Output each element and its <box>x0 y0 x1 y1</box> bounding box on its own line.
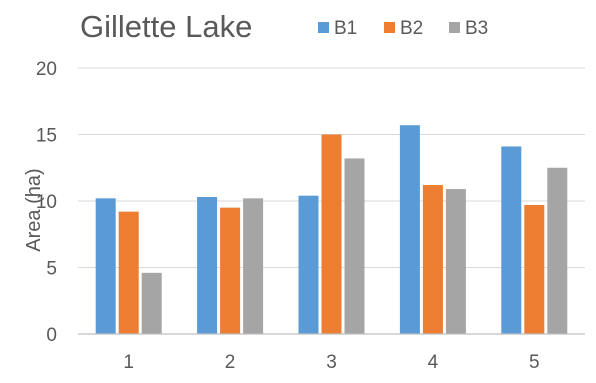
legend-label: B2 <box>400 18 423 39</box>
bars <box>95 125 568 334</box>
x-tick-label: 3 <box>326 352 337 373</box>
legend: B1 B2 B3 <box>318 18 488 39</box>
y-tick-label: 0 <box>46 325 57 346</box>
y-tick-label: 10 <box>36 192 57 213</box>
bar-b2-5 <box>524 204 545 334</box>
legend-label: B1 <box>334 18 357 39</box>
y-axis-ticks: 0 5 10 15 20 <box>36 59 57 346</box>
bar-b1-5 <box>501 146 522 334</box>
bar-b2-2 <box>220 207 241 334</box>
bar-b1-3 <box>298 195 319 334</box>
x-tick-label: 1 <box>123 352 134 373</box>
bar-b2-1 <box>118 211 139 334</box>
y-tick-label: 5 <box>46 259 57 280</box>
y-tick-label: 15 <box>36 126 57 147</box>
bar-b1-4 <box>399 125 420 334</box>
y-axis-label: Area (ha) <box>23 168 45 251</box>
bar-b2-4 <box>422 185 443 334</box>
bar-b3-1 <box>141 272 162 334</box>
x-tick-label: 4 <box>428 352 439 373</box>
legend-label: B3 <box>465 18 488 39</box>
x-tick-label: 2 <box>225 352 236 373</box>
bar-b3-2 <box>243 198 264 334</box>
chart-title: Gillette Lake <box>80 9 252 44</box>
bar-b3-4 <box>445 189 466 334</box>
legend-swatch-b2 <box>384 22 395 33</box>
bar-b2-3 <box>321 134 342 334</box>
legend-swatch-b1 <box>318 22 329 33</box>
x-tick-label: 5 <box>529 352 540 373</box>
legend-swatch-b3 <box>449 22 460 33</box>
bar-b1-2 <box>197 197 218 334</box>
bar-b3-5 <box>547 167 568 334</box>
bar-b1-1 <box>95 198 116 334</box>
x-axis-ticks: 1 2 3 4 5 <box>123 352 539 373</box>
y-tick-label: 20 <box>36 59 57 80</box>
bar-b3-3 <box>344 158 365 334</box>
